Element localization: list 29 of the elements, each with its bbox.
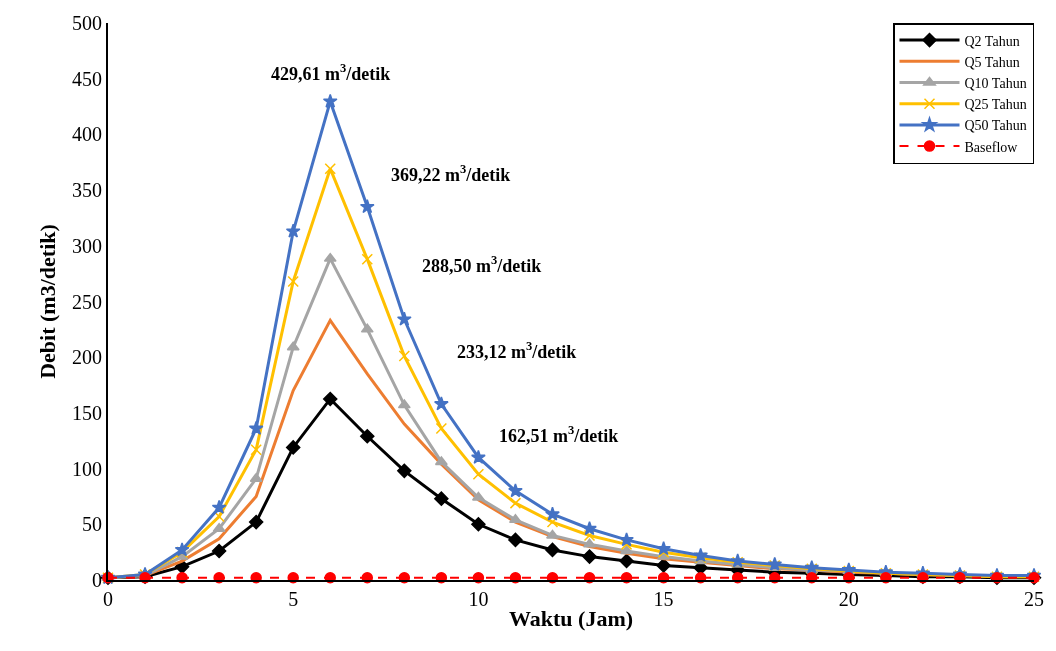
- y-tick-label: 200: [72, 346, 102, 369]
- y-tick-label: 100: [72, 457, 102, 480]
- legend-label: Baseflow: [964, 139, 1019, 155]
- x-axis-title: Waktu (Jam): [508, 606, 634, 632]
- annotation: 233,12 m$^{3}$/detik: [457, 339, 577, 362]
- x-tick-label: 10: [468, 588, 489, 610]
- x-tick-label: 20: [838, 588, 859, 610]
- y-tick-label: 400: [72, 123, 102, 146]
- annotation: 429,61 m$^{3}$/detik: [271, 61, 391, 84]
- y-tick-label: 250: [72, 290, 102, 313]
- y-tick-label: 450: [72, 67, 102, 90]
- annotation: 162,51 m$^{3}$/detik: [499, 423, 619, 446]
- y-tick-label: 350: [72, 179, 102, 202]
- y-tick-label: 0: [92, 569, 102, 591]
- x-tick-label: 5: [288, 588, 299, 610]
- legend-label: Q5 Tahun: [964, 54, 1020, 70]
- y-tick-label: 500: [72, 12, 102, 34]
- y-tick-label: 150: [72, 401, 102, 424]
- y-axis-title: Debit (m3/detik): [35, 224, 61, 379]
- y-tick-label: 50: [82, 513, 102, 536]
- legend-label: Q2 Tahun: [964, 33, 1020, 49]
- legend-label: Q25 Tahun: [964, 97, 1027, 113]
- legend-label: Q50 Tahun: [964, 118, 1027, 134]
- y-tick-label: 300: [72, 234, 102, 257]
- legend-label: Q10 Tahun: [964, 75, 1027, 91]
- x-tick-label: 15: [653, 588, 674, 610]
- annotation: 288,50 m$^{3}$/detik: [422, 253, 542, 276]
- annotation: 369,22 m$^{3}$/detik: [391, 162, 511, 185]
- x-tick-label: 25: [1024, 588, 1044, 610]
